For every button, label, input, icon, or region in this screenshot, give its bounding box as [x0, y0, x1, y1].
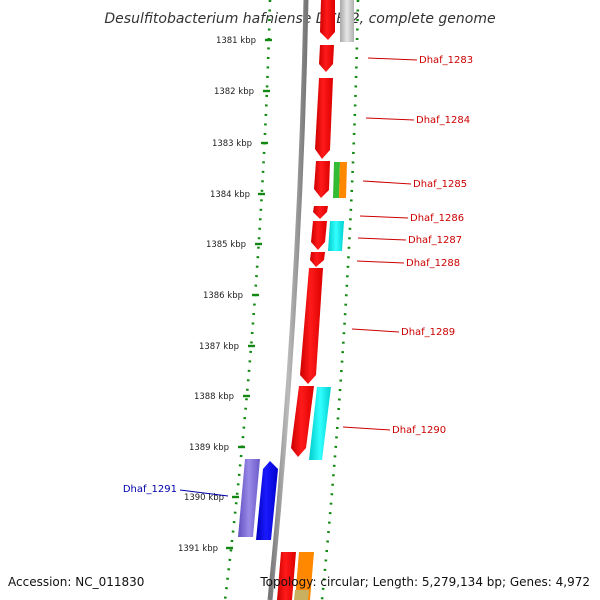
leader-line [362, 180, 412, 185]
cog-block-orange [295, 552, 314, 600]
cog-block-cyan [328, 221, 344, 251]
gene-labels: Dhaf_1283 Dhaf_1284 Dhaf_1285 Dhaf_1286 … [123, 55, 473, 495]
gene-label-dhaf-1291[interactable]: Dhaf_1291 [123, 484, 177, 495]
leader-line [357, 237, 407, 241]
gene-arrow-dhaf-1284[interactable] [315, 78, 333, 159]
gene-arrow-dhaf-1286[interactable] [313, 206, 328, 219]
gene-label-dhaf-1284[interactable]: Dhaf_1284 [416, 115, 470, 126]
gene-arrow-dhaf-1285[interactable] [314, 161, 330, 198]
leader-line [365, 117, 415, 121]
tick-label: 1385 kbp [206, 240, 246, 250]
gene-arrow-dhaf-1291[interactable] [256, 461, 278, 540]
cog-block-cyan [309, 387, 331, 460]
tick-label: 1386 kbp [203, 291, 243, 301]
gene-arrow-dhaf-1290[interactable] [291, 386, 314, 457]
gene-label-dhaf-1287[interactable]: Dhaf_1287 [408, 235, 462, 246]
gene-arrow-dhaf-1287[interactable] [311, 221, 327, 250]
gene-label-dhaf-1285[interactable]: Dhaf_1285 [413, 179, 467, 190]
gene-arrow-dhaf-1282[interactable] [320, 0, 335, 40]
leader-line [367, 57, 418, 61]
leader-line [359, 215, 409, 219]
gene-label-dhaf-1283[interactable]: Dhaf_1283 [419, 55, 473, 66]
tick-label: 1382 kbp [214, 87, 254, 97]
map-title: Desulfitobacterium hafniense DCB-2, comp… [104, 11, 495, 27]
tick-label: 1389 kbp [189, 443, 229, 453]
topology-text: Topology: circular; Length: 5,279,134 bp… [259, 575, 590, 589]
tick-label: 1384 kbp [210, 190, 250, 200]
tick-label: 1381 kbp [216, 36, 256, 46]
gene-leader-lines [179, 57, 418, 497]
gene-label-dhaf-1286[interactable]: Dhaf_1286 [410, 213, 464, 224]
gene-label-dhaf-1288[interactable]: Dhaf_1288 [406, 258, 460, 269]
leader-line [179, 489, 229, 497]
tick-label: 1388 kbp [194, 392, 234, 402]
tick-label: 1383 kbp [212, 139, 252, 149]
leader-line [356, 260, 405, 264]
tick-marks [226, 38, 272, 550]
accession-text: Accession: NC_011830 [8, 575, 144, 589]
gene-arrow-dhaf-1288[interactable] [310, 252, 325, 267]
cog-block-green [333, 162, 340, 198]
forward-cds-track [277, 0, 335, 600]
cog-block-gray [340, 0, 354, 42]
tick-labels: 1381 kbp 1382 kbp 1383 kbp 1384 kbp 1385… [178, 36, 256, 554]
tick-label: 1390 kbp [184, 493, 224, 503]
tick-label: 1387 kbp [199, 342, 239, 352]
gene-arrow-dhaf-1283[interactable] [319, 45, 334, 72]
cog-block-purple [238, 459, 260, 537]
tick-label: 1391 kbp [178, 544, 218, 554]
gene-label-dhaf-1289[interactable]: Dhaf_1289 [401, 327, 455, 338]
gene-label-dhaf-1290[interactable]: Dhaf_1290 [392, 425, 446, 436]
genome-backbone [267, 0, 309, 600]
cog-block-olive [294, 590, 309, 600]
gene-arrow-dhaf-1289[interactable] [300, 268, 323, 384]
cog-category-track [238, 0, 354, 600]
cog-block-orange [339, 162, 347, 198]
leader-line [351, 328, 400, 333]
gene-arrow-dhaf-1292[interactable] [277, 552, 296, 600]
leader-line [342, 426, 391, 431]
